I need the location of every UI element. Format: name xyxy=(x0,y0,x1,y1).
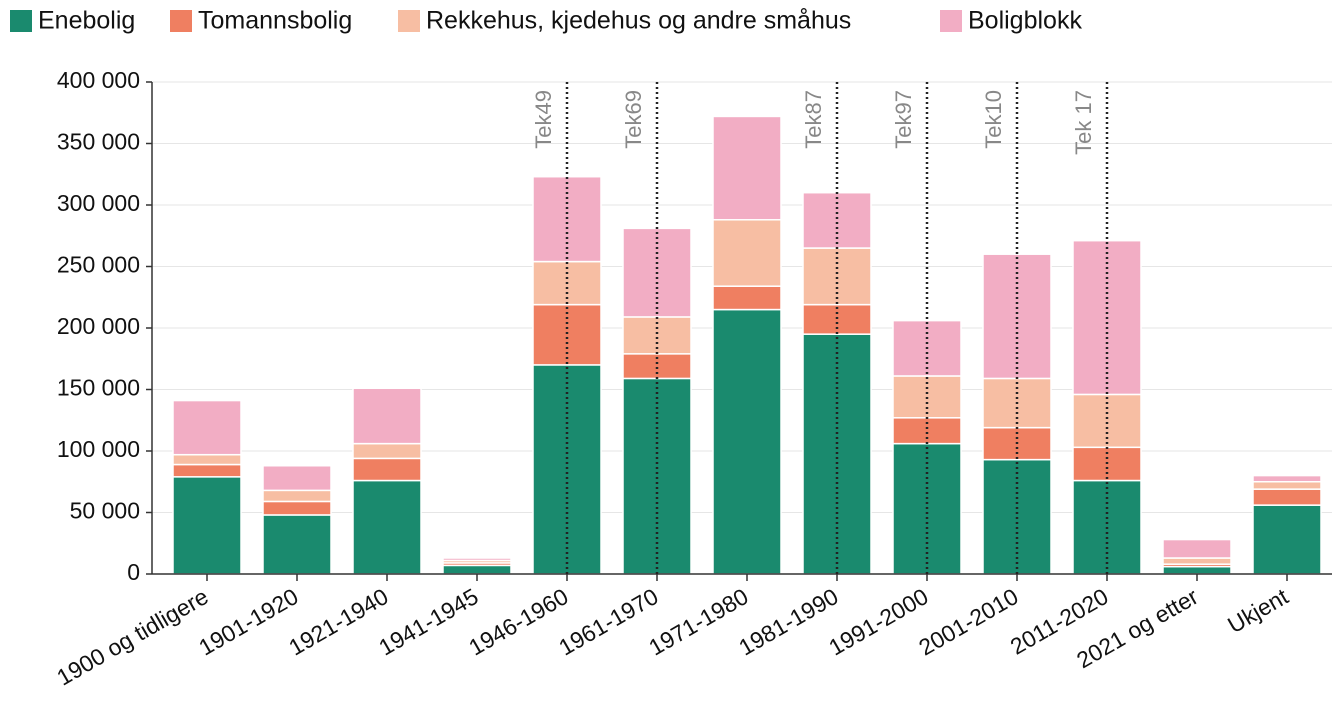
bar-segment xyxy=(262,500,332,516)
x-tick-label: 1971-1980 xyxy=(644,583,752,661)
bar-segment xyxy=(982,458,1052,575)
bar-segment xyxy=(172,399,242,456)
annotation-label: Tek69 xyxy=(621,90,646,149)
x-tick-label: Ukjent xyxy=(1223,583,1293,638)
annotation-label: Tek 17 xyxy=(1071,90,1096,155)
bar-segment xyxy=(802,333,872,575)
bar-segment xyxy=(1252,481,1322,490)
x-tick-label: 1961-1970 xyxy=(554,583,662,661)
y-tick-label: 250 000 xyxy=(57,252,140,278)
y-tick-label: 200 000 xyxy=(57,313,140,339)
legend-label: Tomannsbolig xyxy=(198,7,352,35)
y-tick-label: 50 000 xyxy=(70,498,140,524)
legend-label: Boligblokk xyxy=(968,7,1082,35)
x-tick-label: 1900 og tidligere xyxy=(52,583,212,691)
y-tick-label: 400 000 xyxy=(57,67,140,93)
bar-segment xyxy=(1252,504,1322,575)
bar-segment xyxy=(172,453,242,466)
bar-segment xyxy=(712,115,782,221)
legend-swatch xyxy=(10,10,32,32)
bar-segment xyxy=(712,219,782,287)
y-tick-label: 100 000 xyxy=(57,436,140,462)
bar-segment xyxy=(622,377,692,575)
y-tick-label: 300 000 xyxy=(57,190,140,216)
legend-label: Enebolig xyxy=(38,7,135,35)
bar-segment xyxy=(262,465,332,492)
bar-segment xyxy=(442,557,512,562)
x-tick-label: 1946-1960 xyxy=(464,583,572,661)
bar-segment xyxy=(1162,565,1232,575)
x-tick-label: 1941-1945 xyxy=(374,583,482,661)
y-tick-label: 350 000 xyxy=(57,129,140,155)
x-tick-label: 2001-2010 xyxy=(914,583,1022,661)
bar-segment xyxy=(172,463,242,478)
bar-segment xyxy=(712,285,782,311)
legend-label: Rekkehus, kjedehus og andre småhus xyxy=(426,7,851,35)
bar-segment xyxy=(712,308,782,575)
x-tick-label: 1991-2000 xyxy=(824,583,932,661)
legend-swatch xyxy=(170,10,192,32)
bar-segment xyxy=(1162,538,1232,559)
legend-swatch xyxy=(940,10,962,32)
bar-segment xyxy=(352,479,422,575)
bar-segment xyxy=(802,247,872,306)
x-tick-label: 1981-1990 xyxy=(734,583,842,661)
bar-segment xyxy=(352,442,422,460)
y-tick-label: 150 000 xyxy=(57,375,140,401)
bar-segment xyxy=(892,417,962,445)
bar-segment xyxy=(262,489,332,503)
bar-segment xyxy=(352,387,422,445)
bar-segment xyxy=(1252,488,1322,506)
y-tick-label: 0 xyxy=(127,559,140,585)
annotation-label: Tek10 xyxy=(981,90,1006,149)
bar-segment xyxy=(442,564,512,575)
bar-segment xyxy=(532,364,602,575)
bar-segment xyxy=(262,514,332,575)
bar-segment xyxy=(802,191,872,249)
bar-segment xyxy=(1162,557,1232,565)
annotation-label: Tek87 xyxy=(801,90,826,149)
legend-swatch xyxy=(398,10,420,32)
bar-segment xyxy=(172,476,242,575)
annotation-label: Tek97 xyxy=(891,90,916,149)
bar-segment xyxy=(1252,474,1322,483)
annotation-label: Tek49 xyxy=(531,90,556,149)
bar-segment xyxy=(802,303,872,335)
x-tick-label: 1921-1940 xyxy=(284,583,392,661)
bar-segment xyxy=(352,457,422,482)
x-tick-label: 1901-1920 xyxy=(194,583,302,661)
